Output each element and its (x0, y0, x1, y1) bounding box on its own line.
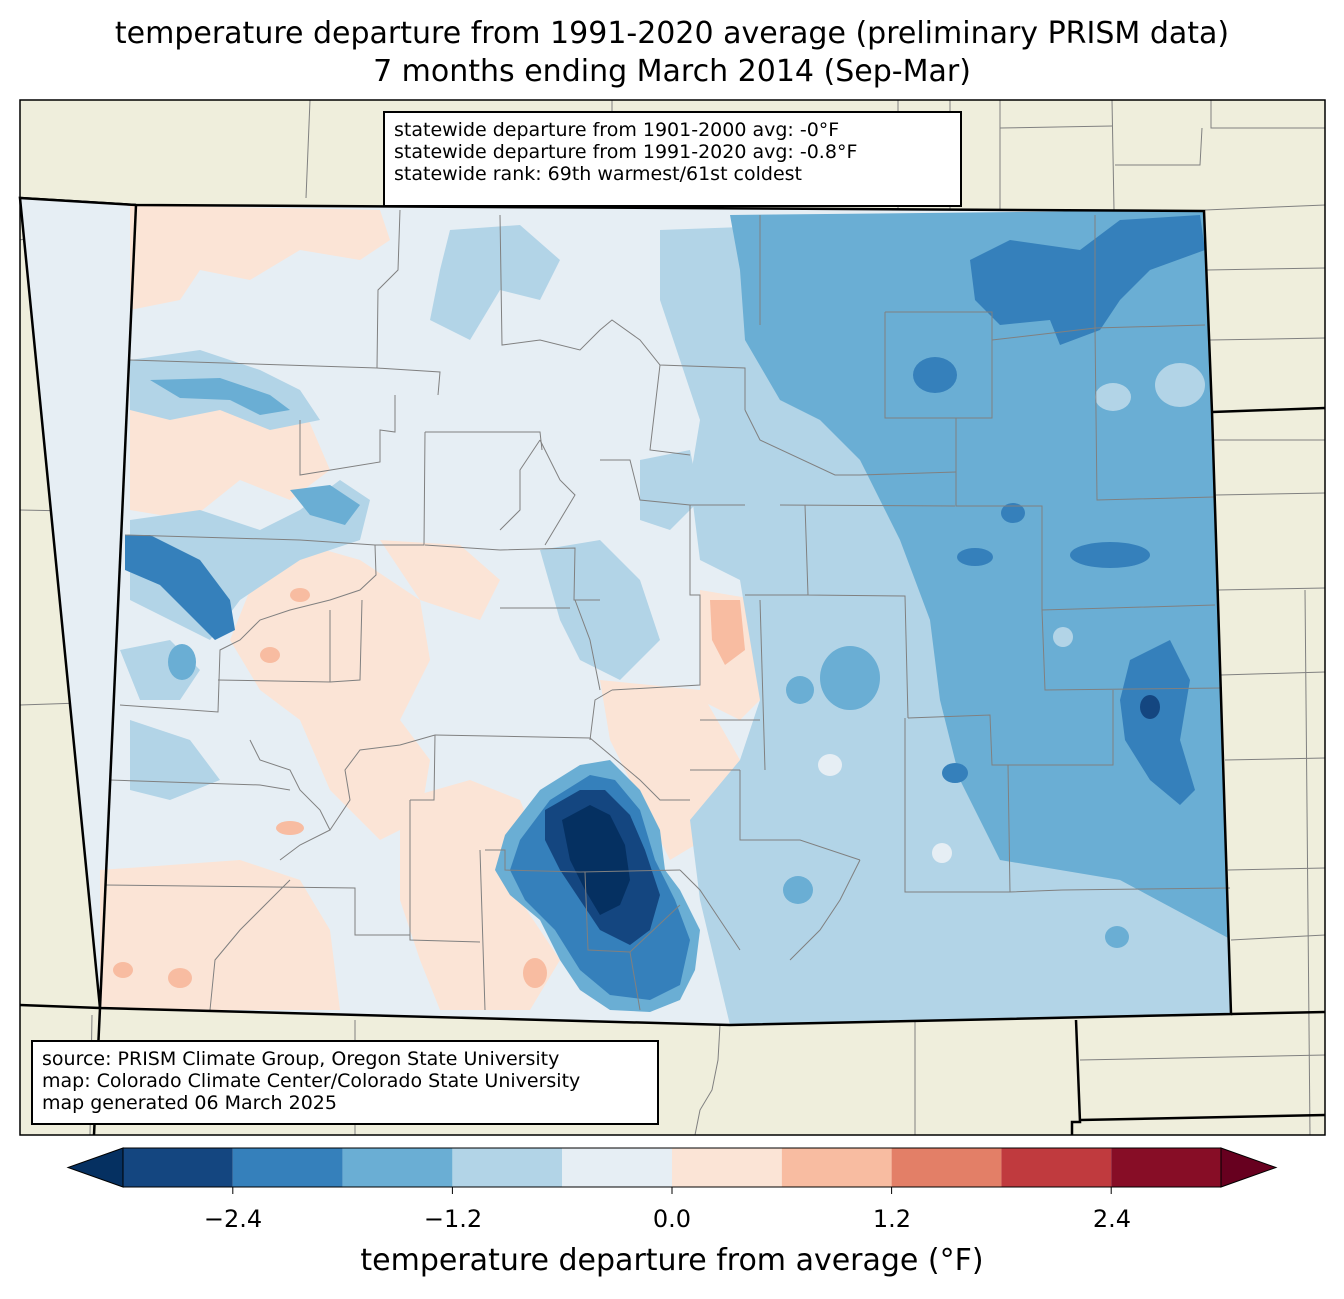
colorbar-tick-label: 0.0 (652, 1205, 692, 1233)
colorbar-bin (672, 1148, 782, 1187)
stats-rank: statewide rank: 69th warmest/61st coldes… (394, 163, 803, 185)
colorbar-bin (452, 1148, 563, 1187)
colorbar-bin (781, 1148, 892, 1187)
map-frame (19, 99, 1326, 1136)
source-credit-box: source: PRISM Climate Group, Oregon Stat… (31, 1040, 659, 1125)
colorbar-bin (562, 1148, 672, 1187)
map-generated-line: map generated 06 March 2025 (42, 1092, 337, 1114)
colorbar-bin (123, 1148, 233, 1187)
statewide-stats-box: statewide departure from 1901-2000 avg: … (383, 111, 962, 207)
map-title-line-2: 7 months ending March 2014 (Sep-Mar) (373, 54, 971, 89)
county-boundaries (104, 209, 1231, 1011)
colorbar-label: temperature departure from average (°F) (360, 1243, 984, 1278)
colorbar-tick-label: −2.4 (203, 1205, 263, 1233)
map-title-line-1: temperature departure from 1991-2020 ave… (114, 16, 1230, 51)
colorbar-bin (1111, 1148, 1221, 1187)
colorbar-tick-label: −1.2 (423, 1205, 483, 1233)
colorbar-over-arrow (1220, 1147, 1278, 1188)
colorbar-bin (1001, 1148, 1112, 1187)
stats-departure-1991-2020: statewide departure from 1991-2020 avg: … (394, 141, 858, 163)
colorbar-under-arrow (66, 1147, 124, 1188)
temperature-contours (20, 198, 1231, 1025)
colorbar-bin (891, 1148, 1002, 1187)
colorbar-tick-label: 2.4 (1092, 1205, 1132, 1233)
colorbar-tick-label: 1.2 (872, 1205, 912, 1233)
source-line: source: PRISM Climate Group, Oregon Stat… (42, 1048, 560, 1070)
colorado-border (18, 196, 1233, 1027)
stats-departure-1901-2000: statewide departure from 1901-2000 avg: … (394, 119, 840, 141)
colorbar (66, 1147, 1278, 1194)
colorbar-bin (232, 1148, 343, 1187)
map-credit-line: map: Colorado Climate Center/Colorado St… (42, 1070, 581, 1092)
colorbar-bin (342, 1148, 453, 1187)
